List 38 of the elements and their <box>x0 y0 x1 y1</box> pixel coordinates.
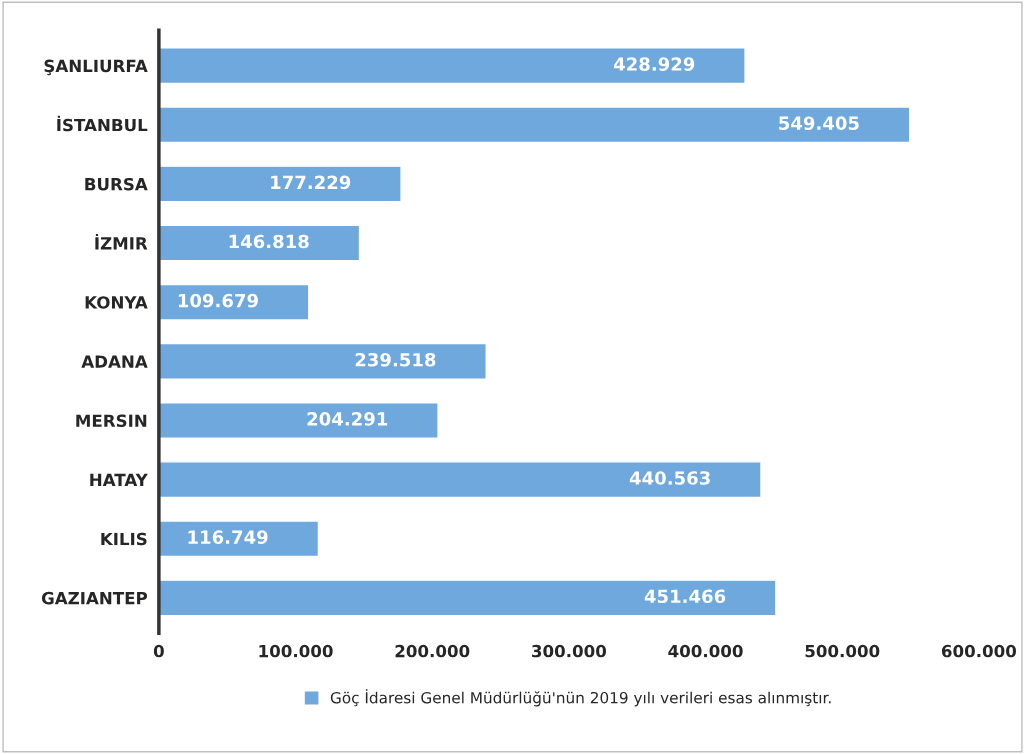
y-tick-label: ADANA <box>81 355 148 368</box>
data-label: 109.679 <box>178 293 258 308</box>
data-label: 116.749 <box>188 530 268 544</box>
legend-label: Göç İdaresi Genel Müdürlüğü'nün 2019 yılı verileri esas alınmıştır. <box>330 689 831 707</box>
data-label: 549.405 <box>779 116 859 131</box>
x-tick-label: 100.000 <box>259 644 333 658</box>
bar <box>158 224 361 262</box>
data-label: 428.929 <box>613 57 695 71</box>
bar <box>158 165 402 203</box>
bar <box>158 342 487 380</box>
x-tick-label: 400.000 <box>668 644 743 658</box>
y-tick-label: İSTANBUL <box>57 115 148 132</box>
y-tick-label: İZMIR <box>95 233 148 250</box>
x-tick-label: 300.000 <box>532 644 607 658</box>
y-tick-label: GAZIANTEP <box>41 591 148 605</box>
y-tick-label: ŞANLIURFA <box>44 59 148 76</box>
bar <box>158 402 439 439</box>
x-tick-label: 0 <box>153 644 164 658</box>
x-tick-label: 500.000 <box>805 644 880 658</box>
x-tick-label: 200.000 <box>395 644 470 658</box>
x-tick-label: 600.000 <box>941 644 1017 658</box>
y-tick-label: KILIS <box>101 532 147 546</box>
y-tick-label: MERSIN <box>76 414 147 428</box>
bar <box>158 520 320 558</box>
bar <box>158 579 777 617</box>
data-label: 239.518 <box>355 352 436 367</box>
data-label: 440.563 <box>629 471 710 485</box>
bar <box>158 106 911 144</box>
bar <box>158 47 746 85</box>
bar <box>158 283 310 321</box>
y-tick-label: HATAY <box>90 473 148 486</box>
y-tick-label: BURSA <box>85 177 148 191</box>
data-label: 204.291 <box>307 412 388 426</box>
y-tick-label: KONYA <box>85 296 148 309</box>
data-label: 146.818 <box>229 234 309 249</box>
data-label: 451.466 <box>644 589 726 604</box>
data-label: 177.229 <box>271 175 351 190</box>
bar <box>158 461 762 499</box>
